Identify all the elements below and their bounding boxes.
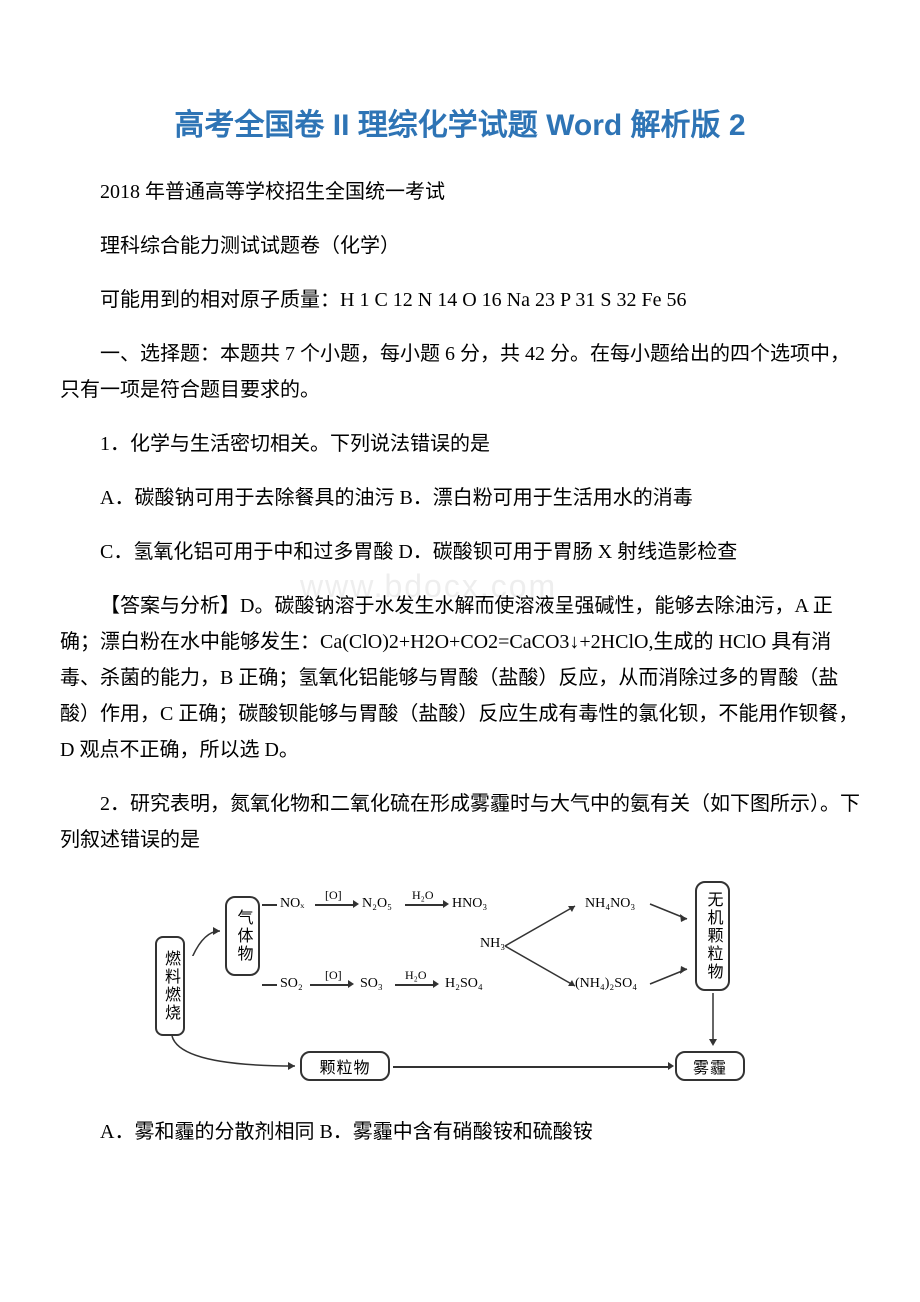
label-o1: [O]	[325, 888, 342, 903]
label-h2o1: H₂O	[412, 888, 434, 903]
formula-so2: SO₂	[280, 976, 303, 992]
box-haze: 雾霾	[675, 1051, 745, 1081]
formula-so3: SO₃	[360, 976, 383, 992]
question-2: 2．研究表明，氮氧化物和二氧化硫在形成雾霾时与大气中的氨有关（如下图所示）。下列…	[60, 786, 860, 858]
document-title: 高考全国卷 II 理综化学试题 Word 解析版 2	[60, 100, 860, 144]
arrow-fuel-gas	[185, 926, 230, 956]
arrows-to-inorganic	[645, 894, 695, 994]
formula-n2o5: N₂O₅	[362, 896, 392, 912]
intro-year: 2018 年普通高等学校招生全国统一考试	[60, 174, 860, 210]
box-gas: 气体物	[225, 896, 260, 976]
arrow-inorganic-haze	[705, 991, 725, 1051]
curve-arrows	[490, 896, 590, 996]
label-h2o2: H₂O	[405, 968, 427, 983]
reaction-diagram: 燃料燃烧 气体物 颗粒物 无机颗粒物 雾霾 NOₓ [O] N₂O₅ H₂O H…	[60, 876, 860, 1096]
intro-subject: 理科综合能力测试试题卷（化学）	[60, 228, 860, 264]
label-o2: [O]	[325, 968, 342, 983]
arrow-fuel-particle	[170, 1031, 305, 1081]
q1-answer: 【答案与分析】D。碳酸钠溶于水发生水解而使溶液呈强碱性，能够去除油污，A 正确；…	[60, 588, 860, 768]
box-inorganic: 无机颗粒物	[695, 881, 730, 991]
formula-hno3: HNO₃	[452, 896, 487, 912]
q1-option-cd: C．氢氧化铝可用于中和过多胃酸 D．碳酸钡可用于胃肠 X 射线造影检查	[60, 534, 860, 570]
atomic-mass: 可能用到的相对原子质量：H 1 C 12 N 14 O 16 Na 23 P 3…	[60, 282, 860, 318]
formula-nox: NOₓ	[280, 896, 304, 912]
box-particle: 颗粒物	[300, 1051, 390, 1081]
box-fuel: 燃料燃烧	[155, 936, 185, 1036]
formula-nh4no3: NH₄NO₃	[585, 896, 635, 912]
question-1: 1．化学与生活密切相关。下列说法错误的是	[60, 426, 860, 462]
q1-option-ab: A．碳酸钠可用于去除餐具的油污 B．漂白粉可用于生活用水的消毒	[60, 480, 860, 516]
formula-h2so4: H₂SO₄	[445, 976, 483, 992]
q2-option-ab: A．雾和霾的分散剂相同 B．雾霾中含有硝酸铵和硫酸铵	[60, 1114, 860, 1150]
section-heading: 一、选择题：本题共 7 个小题，每小题 6 分，共 42 分。在每小题给出的四个…	[60, 336, 860, 408]
